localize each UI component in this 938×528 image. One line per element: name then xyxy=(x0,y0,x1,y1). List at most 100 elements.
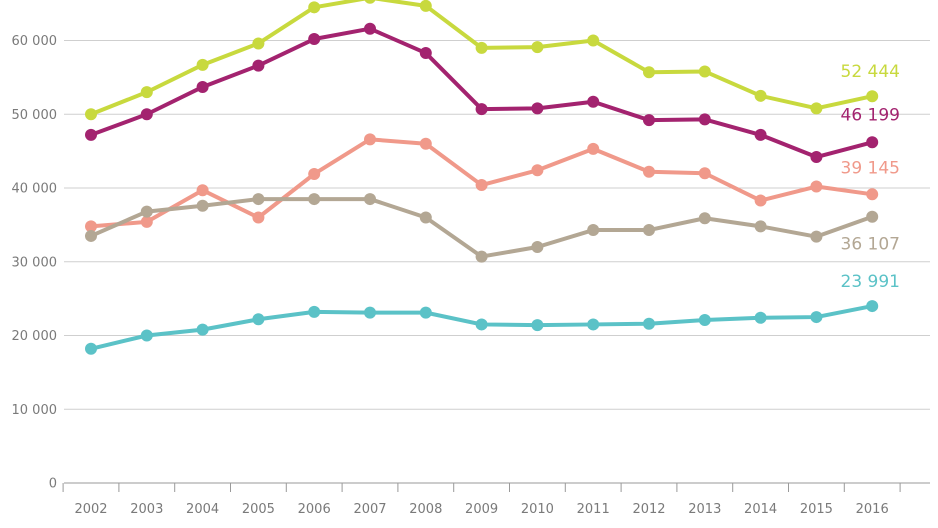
x-tick-label: 2016 xyxy=(856,502,889,517)
data-point xyxy=(754,311,767,324)
data-point xyxy=(364,0,376,4)
data-point xyxy=(754,128,767,141)
y-tick-label: 0 xyxy=(49,477,57,492)
data-point xyxy=(643,114,655,127)
data-point xyxy=(308,305,321,318)
data-point xyxy=(252,193,265,206)
data-point xyxy=(196,323,209,336)
data-point xyxy=(531,102,544,115)
data-point xyxy=(475,41,488,54)
data-point xyxy=(252,59,265,72)
data-point xyxy=(531,319,544,332)
series-end-label: 46 199 xyxy=(841,105,900,125)
data-point xyxy=(85,342,97,355)
x-tick-label: 2004 xyxy=(186,502,219,517)
data-point xyxy=(531,41,544,54)
data-point xyxy=(587,95,600,108)
data-point xyxy=(308,33,321,46)
series-group xyxy=(85,0,879,355)
y-tick-label: 30 000 xyxy=(12,255,58,270)
data-point xyxy=(866,136,879,149)
data-point xyxy=(587,142,600,155)
data-point xyxy=(810,180,823,193)
data-point xyxy=(196,184,209,197)
data-point xyxy=(308,1,321,14)
data-point xyxy=(866,300,879,313)
x-tick-label: 2015 xyxy=(800,502,833,517)
data-point xyxy=(140,108,153,121)
data-point xyxy=(698,314,711,327)
data-point xyxy=(643,165,655,178)
x-tick-label: 2008 xyxy=(409,502,442,517)
y-axis: 0 10 000 20 000 30 000 40 000 50 000 60 000 xyxy=(12,34,58,492)
series-end-label: 36 107 xyxy=(841,235,900,255)
data-point xyxy=(364,22,376,35)
data-point xyxy=(698,212,711,225)
series xyxy=(85,193,879,263)
data-point xyxy=(140,329,153,342)
x-tick-label: 2005 xyxy=(242,502,275,517)
series xyxy=(85,133,879,233)
data-point xyxy=(364,306,376,319)
x-tick-label: 2009 xyxy=(465,502,498,517)
data-point xyxy=(364,133,376,146)
gridlines xyxy=(64,40,930,410)
data-point xyxy=(419,0,432,12)
data-point xyxy=(419,306,432,319)
data-point xyxy=(698,167,711,180)
data-point xyxy=(140,86,153,99)
data-point xyxy=(252,313,265,326)
series xyxy=(85,300,879,355)
data-point xyxy=(85,220,97,233)
data-point xyxy=(754,220,767,233)
data-point xyxy=(419,137,432,150)
data-point xyxy=(475,179,488,192)
x-tick-label: 2007 xyxy=(353,502,386,517)
x-tick-label: 2014 xyxy=(744,502,777,517)
data-point xyxy=(587,318,600,331)
data-point xyxy=(866,210,879,223)
data-point xyxy=(810,151,823,164)
series xyxy=(85,0,879,121)
end-labels: 52 444 46 199 39 145 36 107 23 991 xyxy=(841,62,900,292)
y-tick-label: 50 000 xyxy=(12,108,58,123)
x-tick-label: 2011 xyxy=(577,502,610,517)
data-point xyxy=(643,224,655,237)
data-point xyxy=(252,37,265,50)
x-tick-label: 2002 xyxy=(74,502,107,517)
y-tick-label: 20 000 xyxy=(12,329,58,344)
data-point xyxy=(531,241,544,253)
x-tick-label: 2010 xyxy=(521,502,554,517)
series-end-label: 23 991 xyxy=(841,272,900,292)
x-tick-label: 2013 xyxy=(688,502,721,517)
data-point xyxy=(643,66,655,79)
data-point xyxy=(475,103,488,116)
data-point xyxy=(140,205,153,218)
data-point xyxy=(643,317,655,330)
data-point xyxy=(140,215,153,228)
series xyxy=(85,22,879,164)
data-point xyxy=(754,194,767,207)
data-point xyxy=(754,89,767,102)
data-point xyxy=(419,47,432,60)
data-point xyxy=(810,230,823,243)
data-point xyxy=(85,128,97,141)
x-tick-label: 2006 xyxy=(298,502,331,517)
data-point xyxy=(252,211,265,224)
data-point xyxy=(196,80,209,93)
x-tick-label: 2012 xyxy=(632,502,665,517)
data-point xyxy=(587,34,600,47)
data-point xyxy=(866,188,879,201)
x-tick-label: 2003 xyxy=(130,502,163,517)
data-point xyxy=(364,193,376,206)
data-point xyxy=(810,311,823,324)
data-point xyxy=(196,199,209,212)
data-point xyxy=(531,164,544,177)
series-end-label: 52 444 xyxy=(841,62,900,82)
data-point xyxy=(698,65,711,78)
data-point xyxy=(698,113,711,126)
data-point xyxy=(419,211,432,224)
x-axis: 2002 2003 2004 2005 2006 2007 2008 2009 2010 2011… xyxy=(62,482,930,517)
series-end-label: 39 145 xyxy=(841,158,900,178)
